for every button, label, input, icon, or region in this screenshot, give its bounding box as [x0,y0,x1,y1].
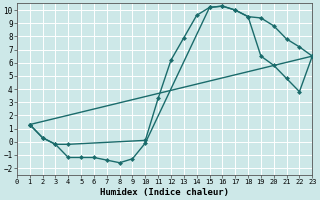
X-axis label: Humidex (Indice chaleur): Humidex (Indice chaleur) [100,188,229,197]
